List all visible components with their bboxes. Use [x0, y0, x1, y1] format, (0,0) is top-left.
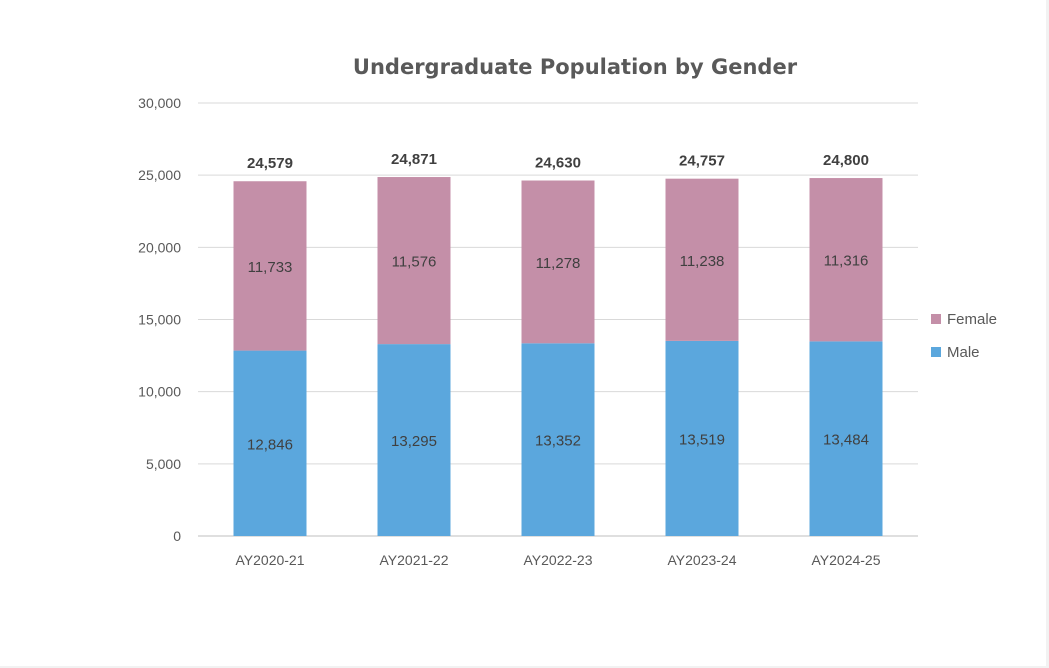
data-label-male: 13,484 [823, 432, 869, 449]
data-label-female: 11,238 [680, 253, 725, 270]
y-tick-label: 30,000 [138, 95, 181, 111]
bar-male-ay2023-24 [665, 340, 739, 536]
y-tick-label: 25,000 [138, 167, 181, 183]
y-tick-label: 5,000 [146, 456, 181, 472]
data-label-female: 11,278 [536, 255, 581, 272]
x-tick-label: AY2020-21 [235, 552, 304, 568]
x-tick-label: AY2021-22 [379, 552, 448, 568]
x-tick-label: AY2024-25 [811, 552, 880, 568]
bar-male-ay2022-23 [521, 343, 595, 536]
x-axis: AY2020-21 AY2021-22 AY2022-23 AY2023-24 AY20… [235, 552, 880, 568]
legend-label-female: Female [947, 311, 997, 328]
bar-female-ay2024-25 [809, 178, 883, 342]
y-tick-label: 15,000 [138, 312, 181, 328]
bar-male-ay2021-22 [377, 344, 451, 536]
data-label-male: 13,295 [391, 433, 437, 450]
data-label-female: 11,733 [248, 259, 293, 276]
bar-male-ay2020-21 [233, 350, 307, 536]
bar-female-ay2023-24 [665, 178, 739, 341]
legend: Female Male [931, 311, 997, 361]
total-label: 24,800 [823, 152, 869, 169]
bar-female-ay2021-22 [377, 177, 451, 345]
bar-female-ay2022-23 [521, 180, 595, 344]
y-axis: 0 5,000 10,000 15,000 20,000 25,000 30,000 [138, 95, 181, 544]
legend-swatch-male [931, 347, 941, 357]
data-label-female: 11,576 [392, 254, 437, 271]
bars: 12,846 11,733 24,579 13,295 11,576 24,871 13,3… [233, 151, 883, 536]
data-label-male: 12,846 [247, 436, 293, 453]
y-tick-label: 20,000 [138, 239, 181, 255]
data-label-male: 13,519 [679, 431, 725, 448]
y-tick-label: 0 [173, 528, 181, 544]
data-label-female: 11,316 [824, 253, 869, 270]
bar-male-ay2024-25 [809, 341, 883, 536]
total-label: 24,757 [679, 153, 725, 170]
legend-label-male: Male [947, 344, 980, 361]
chart-title: Undergraduate Population by Gender [353, 55, 798, 79]
data-label-male: 13,352 [535, 433, 581, 450]
total-label: 24,871 [391, 151, 437, 168]
legend-swatch-female [931, 314, 941, 324]
bar-female-ay2020-21 [233, 181, 307, 351]
total-label: 24,630 [535, 155, 581, 172]
x-tick-label: AY2023-24 [667, 552, 736, 568]
x-tick-label: AY2022-23 [523, 552, 592, 568]
y-tick-label: 10,000 [138, 384, 181, 400]
total-label: 24,579 [247, 155, 293, 172]
